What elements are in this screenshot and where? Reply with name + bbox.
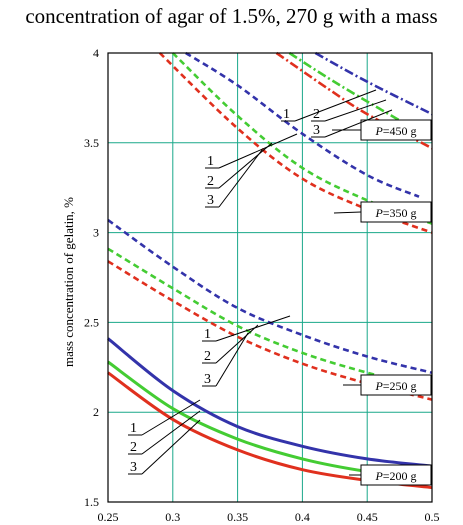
curve-label-leader — [294, 89, 377, 122]
curve-label-leader — [218, 149, 263, 208]
curve-number-label: 1 — [130, 421, 137, 436]
series-line-3-1 — [314, 51, 433, 116]
curve-number-label: 1 — [207, 154, 214, 169]
group-label-text: P=350 g — [374, 206, 416, 220]
curve-label-leader — [141, 419, 201, 475]
plot-border — [107, 52, 433, 503]
y-tick-label: 2.5 — [84, 315, 99, 329]
x-tick-label: 0.5 — [425, 510, 440, 524]
curve-label-leader — [218, 133, 298, 169]
series-group-1 — [107, 218, 433, 401]
curve-label-leader — [215, 332, 249, 387]
series-line-3-2 — [288, 51, 433, 141]
curve-number-label: 2 — [204, 349, 211, 364]
curve-number-label: 2 — [313, 107, 320, 122]
series-line-1-2 — [107, 247, 433, 391]
y-axis-label: mass concentration of gelatin, % — [61, 197, 76, 367]
curve-number-label: 2 — [207, 174, 214, 189]
curve-label-leader — [215, 315, 291, 342]
series-line-2-1 — [185, 51, 420, 198]
series-line-1-1 — [107, 218, 433, 374]
y-tick-label: 3.5 — [84, 136, 99, 150]
group-label-box — [360, 119, 432, 141]
curve-number-label: 3 — [130, 460, 137, 475]
curve-labels-2: 1 2 3 — [202, 315, 291, 387]
series-layer — [107, 51, 433, 490]
y-tick-label: 1.5 — [84, 495, 99, 509]
curve-number-label: 3 — [204, 372, 211, 387]
group-label-3: P=450 g — [332, 119, 432, 141]
series-group-3 — [275, 51, 433, 150]
curve-number-label: 1 — [283, 107, 290, 122]
series-line-3-3 — [275, 51, 433, 150]
curve-number-label: 3 — [313, 123, 320, 138]
x-tick-label: 0.35 — [227, 510, 248, 524]
group-label-text: P=200 g — [374, 469, 416, 483]
group-label-0: P=200 g — [349, 464, 432, 486]
group-label-box — [360, 464, 432, 486]
y-tick-label: 3 — [93, 226, 99, 240]
curve-number-label: 2 — [130, 440, 137, 455]
curve-label-leader — [141, 399, 201, 436]
x-tick-label: 0.25 — [98, 510, 119, 524]
group-label-text: P=450 g — [374, 124, 416, 138]
group-label-2: P=350 g — [333, 201, 432, 223]
y-tick-label: 4 — [93, 46, 99, 60]
x-tick-label: 0.45 — [357, 510, 378, 524]
x-tick-label: 0.4 — [295, 510, 310, 524]
y-tick-label: 2 — [93, 405, 99, 419]
group-label-1: P=250 g — [343, 374, 432, 396]
group-label-text: P=250 g — [374, 379, 416, 393]
curve-number-label: 1 — [204, 327, 211, 342]
curve-label-leader — [218, 142, 273, 189]
group-label-box — [360, 201, 432, 223]
curve-label-leader — [324, 109, 393, 138]
curve-labels-3: 1 2 3 — [128, 399, 201, 475]
x-tick-label: 0.3 — [165, 510, 180, 524]
curve-label-leader — [215, 324, 259, 364]
group-label-leader — [333, 211, 362, 214]
header-text: concentration of agar of 1.5%, 270 g wit… — [25, 4, 438, 28]
curve-labels-0: 1 23 — [281, 89, 393, 138]
curve-label-leader — [141, 410, 201, 455]
plot-frame — [107, 52, 433, 503]
curve-label-leader — [324, 99, 387, 122]
curve-labels-1: 1 2 3 — [205, 133, 298, 208]
curve-number-label: 3 — [207, 193, 214, 208]
tick-labels: 0.25 0.3 0.35 0.4 0.45 0.5 1.5 2 2.5 3 3.5 4 — [84, 46, 440, 524]
group-label-box — [360, 374, 432, 396]
series-line-0-1 — [107, 337, 433, 468]
